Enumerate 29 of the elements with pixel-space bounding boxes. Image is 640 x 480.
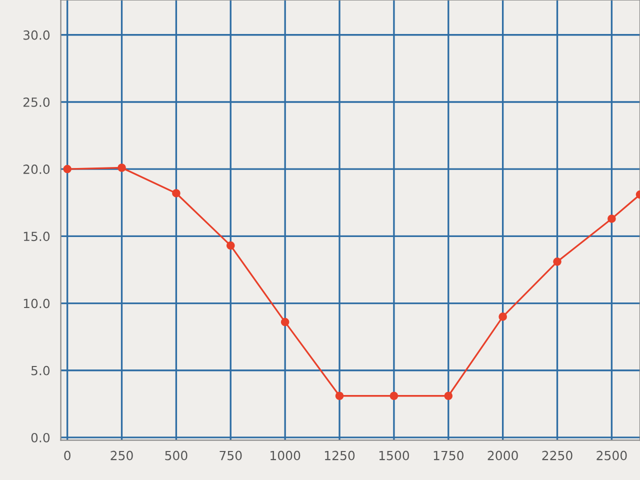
point <box>498 312 507 321</box>
x-tick-label: 750 <box>220 450 242 460</box>
point <box>444 392 453 400</box>
point <box>553 258 562 266</box>
y-tick-label: 30.0 <box>24 30 50 40</box>
x-tick-label: 2250 <box>542 450 572 460</box>
x-tick-label: 1000 <box>270 450 300 460</box>
y-tick-label: 5.0 <box>31 366 50 376</box>
x-tick-label: 500 <box>165 450 188 460</box>
point <box>390 392 398 400</box>
x-tick-label: 1750 <box>434 450 464 460</box>
x-tick-label: 1250 <box>324 450 355 460</box>
point <box>118 164 126 172</box>
x-tick-label: 250 <box>110 450 133 460</box>
y-tick-label: 20.0 <box>23 164 50 174</box>
x-tick-label: 1500 <box>379 450 410 460</box>
point <box>608 214 616 223</box>
y-tick-label: 15.0 <box>24 232 50 242</box>
point <box>280 318 290 326</box>
y-tick-label: 10.0 <box>24 298 50 308</box>
y-tick-label: 25.0 <box>23 97 50 107</box>
x-tick-label: 0 <box>64 450 70 460</box>
point <box>335 392 344 400</box>
y-tick-label: 0.0 <box>31 432 50 442</box>
x-tick-label: 2000 <box>488 450 518 460</box>
x-tick-label: 2500 <box>596 450 627 460</box>
point <box>63 164 72 174</box>
point <box>226 241 235 250</box>
point <box>172 189 180 198</box>
